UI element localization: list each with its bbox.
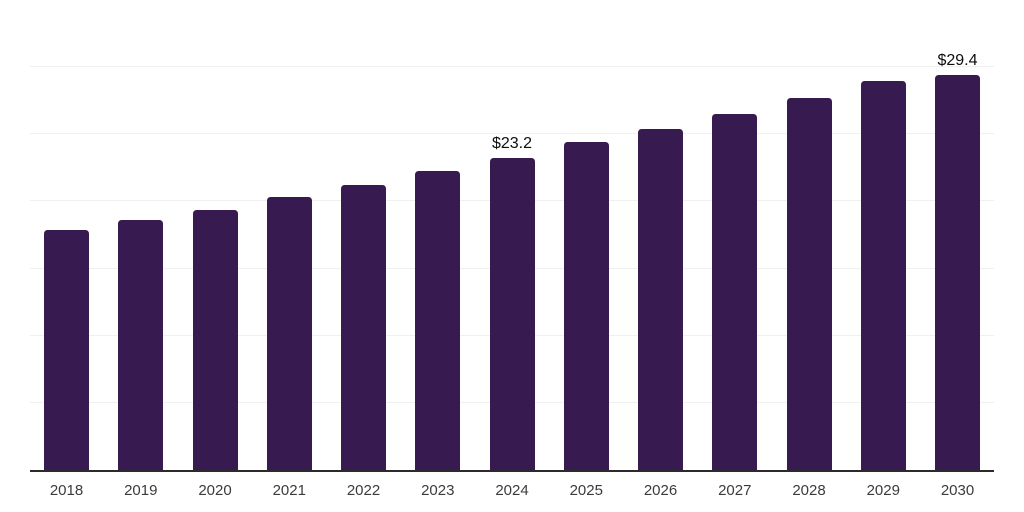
- x-tick-2028: 2028: [792, 482, 826, 499]
- bar-slot-2021: [266, 2, 312, 470]
- x-tick-2022: 2022: [346, 482, 381, 499]
- bar-value-label-2030: $29.4: [937, 52, 978, 70]
- market-forecast-bar-chart: $23.2 $29.4 2018 2019 2020 2021 2022 2023 2024 2…: [30, 2, 994, 499]
- x-tick-2029: 2029: [866, 482, 900, 499]
- bar-2021: [266, 197, 312, 470]
- bar-2027: [712, 114, 758, 470]
- x-tick-2024: 2024: [495, 482, 529, 499]
- bar-slot-2019: [118, 2, 164, 470]
- x-tick-2021: 2021: [272, 482, 306, 499]
- bar-slot-2018: [44, 2, 89, 470]
- bar-2025: [563, 142, 609, 470]
- bar-slot-2029: [860, 2, 906, 470]
- x-tick-2018: 2018: [49, 482, 84, 499]
- bar-slot-2028: [786, 2, 832, 470]
- bar-2022: [341, 185, 386, 470]
- gridline-25: [30, 133, 994, 135]
- x-tick-2025: 2025: [569, 482, 603, 499]
- x-tick-2027: 2027: [718, 482, 752, 499]
- bar-2029: [860, 80, 906, 470]
- x-tick-2019: 2019: [124, 482, 158, 499]
- bar-2028: [786, 98, 832, 470]
- bar-2019: [118, 220, 164, 470]
- bar-2023: [415, 170, 461, 470]
- bar-2024: [489, 158, 535, 470]
- bar-value-label-2024: $23.2: [491, 135, 533, 153]
- x-tick-2023: 2023: [421, 482, 455, 499]
- x-tick-2020: 2020: [198, 482, 232, 499]
- bar-slot-2025: [563, 2, 609, 470]
- x-tick-2030: 2030: [940, 482, 975, 499]
- x-tick-2026: 2026: [643, 482, 678, 499]
- bar-slot-2027: [712, 2, 758, 470]
- plot-area: $23.2 $29.4: [30, 2, 994, 472]
- bar-slot-2030: $29.4: [935, 2, 980, 470]
- bar-slot-2026: [638, 2, 683, 470]
- bar-2030: [935, 75, 980, 470]
- bar-slot-2020: [192, 2, 238, 470]
- bar-2018: [44, 229, 89, 470]
- bar-2026: [638, 128, 683, 470]
- bar-slot-2024: $23.2: [489, 2, 535, 470]
- bars-row: $23.2 $29.4: [30, 2, 994, 470]
- bar-slot-2023: [415, 2, 461, 470]
- bar-slot-2022: [341, 2, 386, 470]
- bar-2020: [192, 209, 238, 470]
- x-axis-tick-labels: 2018 2019 2020 2021 2022 2023 2024 2025 2026 2027…: [30, 482, 994, 499]
- gridline-30: [30, 66, 994, 68]
